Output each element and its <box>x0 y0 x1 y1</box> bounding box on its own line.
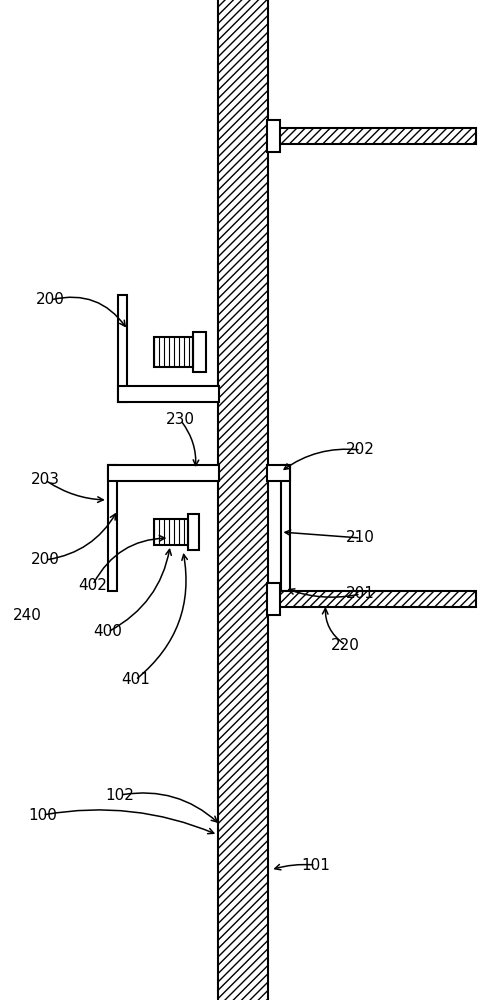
Bar <box>281 465 290 591</box>
Text: 400: 400 <box>93 624 122 640</box>
Text: 102: 102 <box>106 788 135 802</box>
Text: 230: 230 <box>166 412 195 428</box>
Bar <box>118 386 219 402</box>
Bar <box>218 0 268 1000</box>
Bar <box>267 583 280 615</box>
Bar <box>268 591 476 607</box>
Text: 100: 100 <box>28 808 57 822</box>
Text: 201: 201 <box>346 586 375 601</box>
Text: 203: 203 <box>31 473 60 488</box>
Text: 202: 202 <box>346 442 375 458</box>
Text: 101: 101 <box>301 857 330 872</box>
Text: 402: 402 <box>78 578 107 592</box>
Text: 401: 401 <box>121 672 150 688</box>
Bar <box>193 332 206 372</box>
Text: 200: 200 <box>31 552 60 568</box>
Text: 220: 220 <box>331 638 360 652</box>
Bar <box>267 465 290 481</box>
Bar <box>188 514 199 550</box>
Bar <box>268 128 476 144</box>
Bar <box>108 465 117 591</box>
Bar <box>267 120 280 152</box>
Bar <box>154 519 188 545</box>
Bar <box>154 337 193 367</box>
Text: 210: 210 <box>346 530 375 546</box>
Bar <box>118 295 127 402</box>
Text: 240: 240 <box>13 607 42 622</box>
Bar <box>108 465 219 481</box>
Text: 200: 200 <box>36 292 65 308</box>
